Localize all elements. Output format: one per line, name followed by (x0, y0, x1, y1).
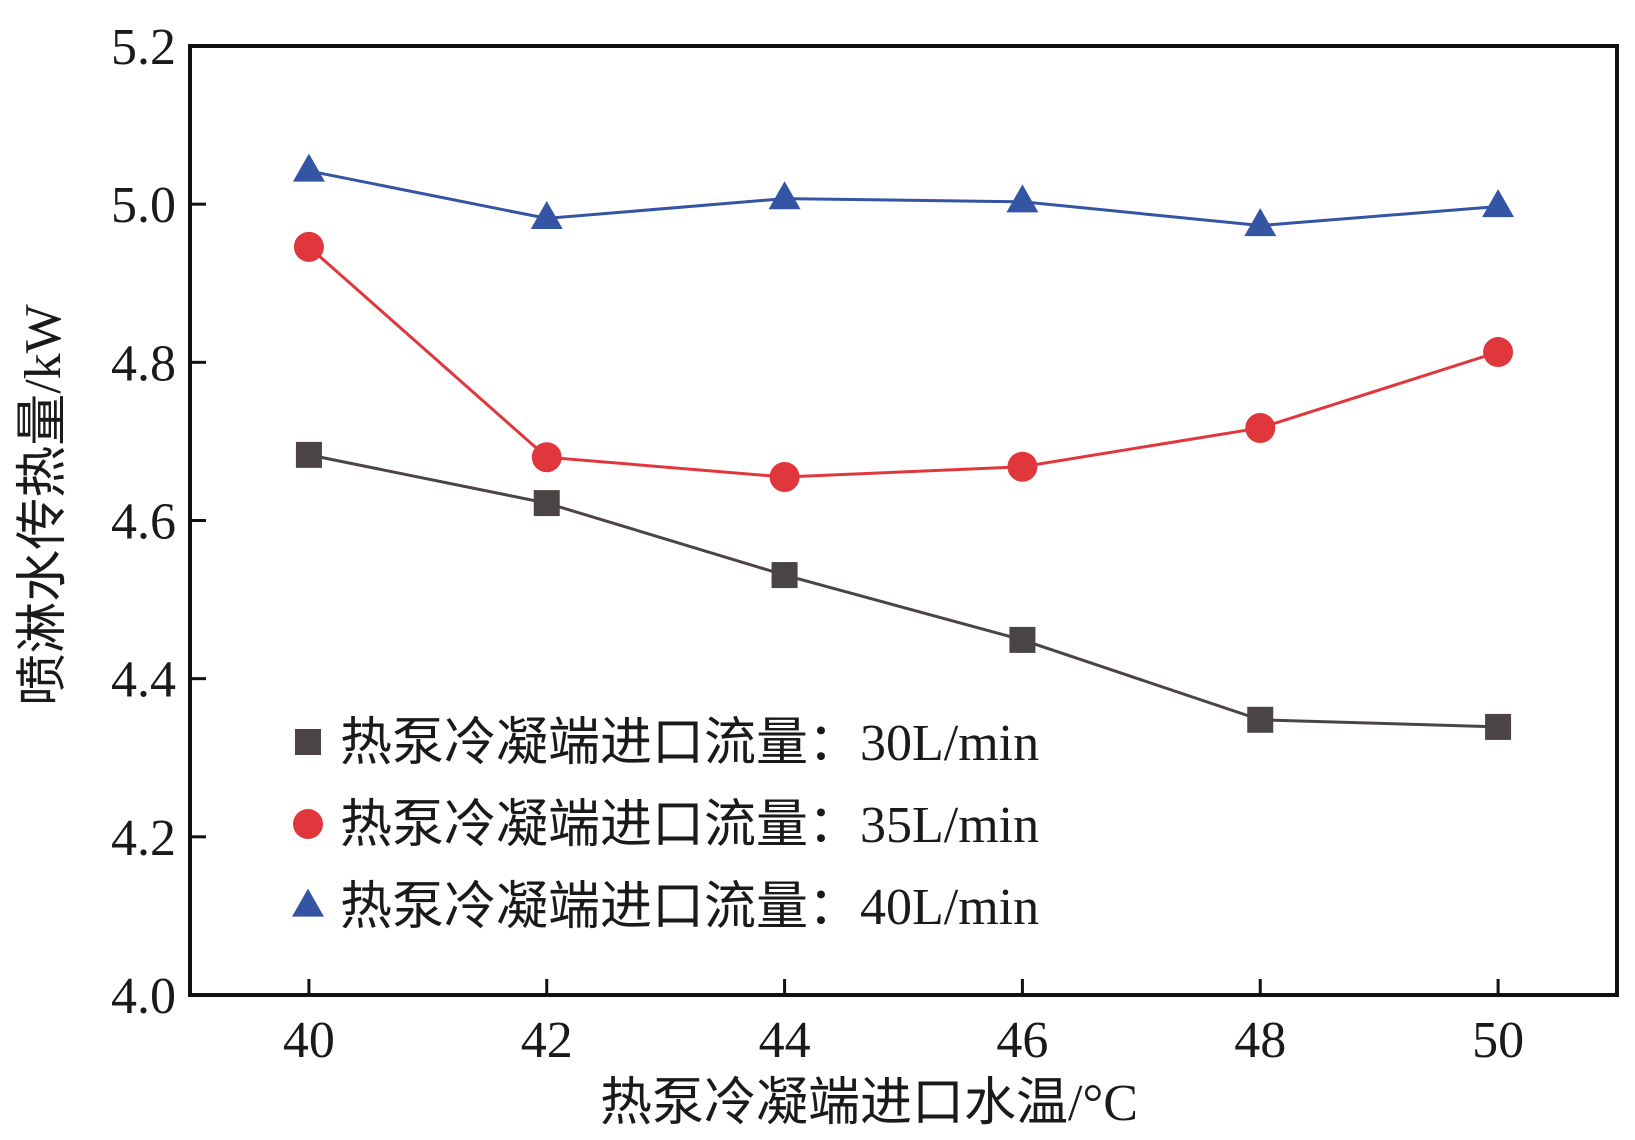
x-tick-label: 40 (283, 1012, 335, 1069)
series-circle (293, 231, 1514, 493)
legend-item: 热泵冷凝端进口流量：30L/min (295, 715, 1039, 772)
data-point-circle (1245, 412, 1276, 443)
data-point-triangle (1482, 189, 1515, 218)
legend: 热泵冷凝端进口流量：30L/min 热泵冷凝端进口流量：35L/min 热泵冷凝端进… (292, 715, 1039, 936)
data-point-square (771, 562, 798, 589)
y-tick-label: 5.0 (111, 177, 176, 234)
x-tick-label: 50 (1472, 1012, 1524, 1069)
data-point-circle (1007, 451, 1038, 482)
y-tick-label: 4.4 (111, 652, 176, 709)
x-tick-label: 44 (759, 1012, 811, 1069)
data-point-triangle (1006, 184, 1039, 213)
series-line (308, 453, 1499, 729)
legend-marker-triangle (292, 888, 324, 917)
data-point-square (533, 490, 560, 517)
data-point-square (295, 441, 322, 468)
data-point-square (1009, 626, 1036, 653)
data-point-triangle (1244, 208, 1277, 237)
series-triangle (292, 153, 1515, 237)
data-point-circle (531, 442, 562, 473)
y-axis-title: 喷淋水传热量/kW (15, 304, 72, 706)
y-tick-label: 4.0 (111, 968, 176, 1025)
data-point-triangle (530, 201, 563, 230)
legend-label: 热泵冷凝端进口流量：40L/min (340, 879, 1039, 936)
x-axis-title: 热泵冷凝端进口水温/°C (600, 1075, 1138, 1132)
y-tick-label: 4.2 (111, 810, 176, 867)
legend-marker-circle (293, 809, 323, 839)
axis-ticks: 40 42 44 46 48 50 4.0 4.2 4.4 4.6 4.8 5.0 5.2 (111, 19, 1524, 1069)
x-tick-label: 48 (1234, 1012, 1286, 1069)
series-line (307, 245, 1499, 479)
series-line (308, 169, 1499, 228)
data-point-circle (293, 231, 324, 262)
x-tick-label: 42 (521, 1012, 573, 1069)
y-tick-label: 5.2 (111, 19, 176, 76)
y-tick-label: 4.8 (111, 335, 176, 392)
legend-label: 热泵冷凝端进口流量：35L/min (340, 797, 1039, 854)
data-point-triangle (292, 153, 325, 182)
legend-label: 热泵冷凝端进口流量：30L/min (340, 715, 1039, 772)
data-point-triangle (768, 181, 801, 210)
data-point-square (1247, 706, 1274, 733)
data-point-circle (769, 462, 800, 493)
data-point-circle (1483, 337, 1514, 368)
legend-marker-square (295, 729, 321, 755)
series-square (295, 441, 1512, 740)
data-point-square (1485, 713, 1512, 740)
legend-item: 热泵冷凝端进口流量：35L/min (293, 797, 1039, 854)
y-tick-label: 4.6 (111, 494, 176, 551)
legend-item: 热泵冷凝端进口流量：40L/min (292, 879, 1039, 936)
x-tick-label: 46 (996, 1012, 1048, 1069)
series-layer (292, 153, 1515, 740)
